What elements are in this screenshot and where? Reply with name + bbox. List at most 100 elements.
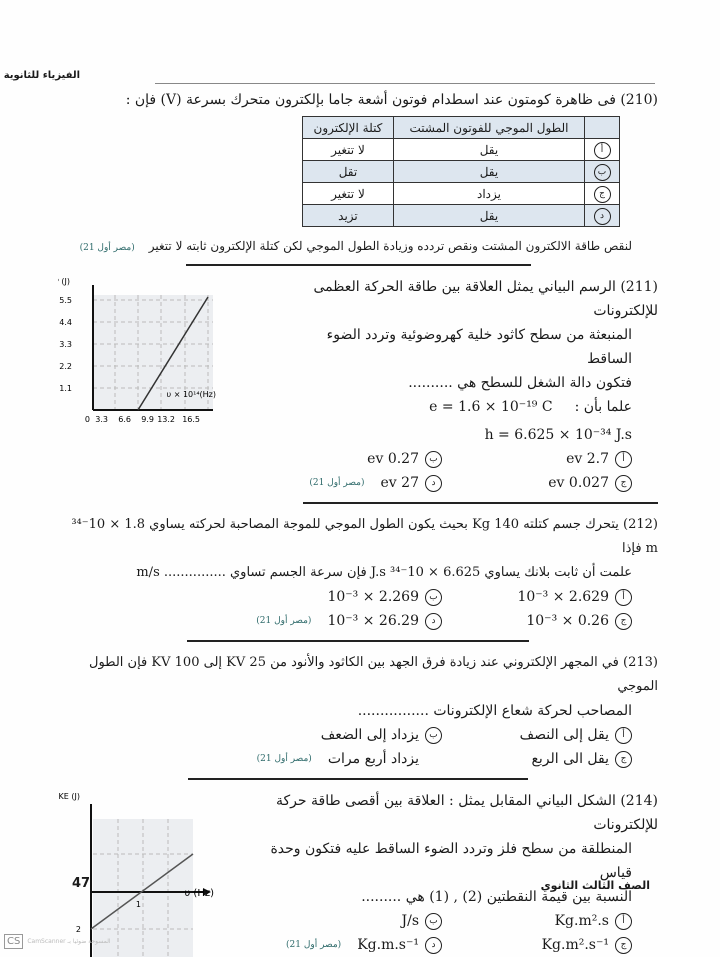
option-text: Kg.m².s⁻¹ xyxy=(541,937,609,953)
q213-line: المصاحب لحركة شعاع الإلكترونات .........… xyxy=(357,703,632,719)
option-marker: ب xyxy=(593,163,611,181)
point-1-label: 1 xyxy=(136,900,141,909)
q213-options: أ يقل إلى النصف ب يزداد إلى الضعف ج يقل الى… xyxy=(58,725,658,769)
x-axis-arrow xyxy=(203,888,211,896)
option-marker: أ xyxy=(615,450,632,468)
option-c[interactable]: ج 0.26 × 10⁻³ xyxy=(442,611,632,631)
option-marker: ج xyxy=(615,750,632,768)
option-text: 2.269 × 10⁻³ xyxy=(327,589,419,605)
q214-line: (214) الشكل البياني المقابل يمثل : العلا… xyxy=(276,793,658,833)
q213-line: (213) في المجهر الإلكتروني عند زيادة فرق… xyxy=(89,655,658,694)
x-tick: 16.5 xyxy=(182,415,200,424)
option-a[interactable]: أ يقل إلى النصف xyxy=(442,725,632,745)
option-d[interactable]: د 26.29 × 10⁻³ (مصر أول 21) xyxy=(58,611,442,631)
option-marker: ج xyxy=(593,185,611,203)
x-tick: 13.2 xyxy=(157,415,175,424)
given-e: e = 1.6 × 10⁻¹⁹ C xyxy=(429,399,553,415)
table-row: ج يزداد لا تتغير xyxy=(302,182,620,205)
source-tag: (مصر أول 21) xyxy=(286,940,342,950)
option-marker: أ xyxy=(593,141,611,159)
option-marker: د xyxy=(593,207,611,225)
source-tag: (مصر أول 21) xyxy=(256,754,312,764)
q211-text-column: (211) الرسم البياني يمثل العلاقة بين طاق… xyxy=(281,275,658,493)
separator xyxy=(185,264,531,266)
q211-line: المنبعثة من سطح كاثود خلية كهروضوئية وتر… xyxy=(326,327,632,367)
q210-note-row: لنقص طاقة الالكترون المشتت ونقص تردده وز… xyxy=(58,237,658,255)
source-tag: (مصر أول 21) xyxy=(256,616,312,626)
table-cell: يزداد xyxy=(392,182,586,205)
y-tick: 3.3 xyxy=(59,340,72,349)
option-b[interactable]: ب يزداد إلى الضعف xyxy=(58,725,442,745)
option-text: يقل الى الربع xyxy=(531,751,609,767)
q212-line: علمت أن ثابت بلانك يساوي 6.625 × 10⁻³⁴ J… xyxy=(136,565,632,580)
option-marker: د xyxy=(425,612,442,630)
table-row: ب يقل تقل xyxy=(302,160,620,183)
x-tick: 6.6 xyxy=(118,415,131,424)
q210-table: الطول الموجي للفوتون المشتت كتلة الإلكترو… xyxy=(302,116,620,227)
option-d[interactable]: د Kg.m.s⁻¹ (مصر أول 21) xyxy=(261,935,442,955)
x-axis-label: υ (Hz) xyxy=(184,888,214,899)
y-axis-label: KE (J) xyxy=(59,792,80,801)
option-a[interactable]: أ 2.629 × 10⁻³ xyxy=(442,587,632,607)
option-text: 0.26 × 10⁻³ xyxy=(526,613,609,629)
separator xyxy=(187,640,529,642)
option-marker: أ xyxy=(615,588,632,606)
option-marker: د xyxy=(425,474,442,492)
option-b[interactable]: ب 2.269 × 10⁻³ xyxy=(58,587,442,607)
x-tick: 9.9 xyxy=(141,415,154,424)
table-cell: لا تتغير xyxy=(302,138,394,161)
separator xyxy=(188,778,528,780)
option-text: يزداد أربع مرات xyxy=(327,751,419,767)
option-text: Kg.m.s⁻¹ xyxy=(357,937,419,953)
q214-options: أ Kg.m².s ب J/s ج Kg.m².s⁻¹ د Kg.m.s⁻¹ (مصر أ… xyxy=(261,911,658,955)
table-header: الطول الموجي للفوتون المشتت xyxy=(392,116,586,139)
x-tick: 0 xyxy=(85,415,90,424)
source-tag: (مصر أول 21) xyxy=(309,478,365,488)
separator xyxy=(303,502,658,504)
y-tick: 1.1 xyxy=(59,384,72,393)
question-211: (211) الرسم البياني يمثل العلاقة بين طاق… xyxy=(58,275,658,493)
y-tick: 4.4 xyxy=(59,318,72,327)
q212-options: أ 2.629 × 10⁻³ ب 2.269 × 10⁻³ ج 0.26 × 10⁻³… xyxy=(58,587,658,631)
option-marker: ب xyxy=(425,726,442,744)
q214-line: المنطلقة من سطح فلز وتردد الضوء الساقط ع… xyxy=(270,841,632,881)
option-marker: أ xyxy=(615,912,632,930)
q210-note: لنقص طاقة الالكترون المشتت ونقص تردده وز… xyxy=(148,239,632,253)
option-text: 2.7 ev xyxy=(566,451,609,467)
question-213: (213) في المجهر الإلكتروني عند زيادة فرق… xyxy=(58,651,658,769)
option-text: 27 ev xyxy=(380,475,419,491)
q214-text-column: (214) الشكل البياني المقابل يمثل : العلا… xyxy=(261,789,658,955)
watermark-text: CamScanner المسوحة ضوئيا بـ xyxy=(27,938,111,945)
option-text: 0.27 ev xyxy=(367,451,419,467)
option-text: Kg.m².s xyxy=(554,913,609,929)
option-marker: ب xyxy=(425,588,442,606)
table-header xyxy=(584,116,620,139)
option-c[interactable]: ج Kg.m².s⁻¹ xyxy=(442,935,632,955)
q211-line: (211) الرسم البياني يمثل العلاقة بين طاق… xyxy=(313,279,658,319)
option-marker: ج xyxy=(615,612,632,630)
header-rule xyxy=(155,83,655,84)
x-axis-label: υ × 10¹⁴(Hz) xyxy=(167,390,216,399)
page-content: (210) فى ظاهرة كومتون عند اسطدام فوتون أ… xyxy=(58,88,658,957)
camscanner-watermark: CS CamScanner المسوحة ضوئيا بـ xyxy=(4,934,111,949)
option-a[interactable]: أ Kg.m².s xyxy=(442,911,632,931)
option-c[interactable]: ج 0.027 ev xyxy=(442,473,632,493)
option-b[interactable]: ب J/s xyxy=(261,911,442,931)
option-d[interactable]: د 27 ev (مصر أول 21) xyxy=(281,473,442,493)
option-d[interactable]: يزداد أربع مرات (مصر أول 21) xyxy=(58,749,442,769)
graph-line xyxy=(137,296,209,411)
y-tick: 2.2 xyxy=(59,362,72,371)
question-212: (212) يتحرك جسم كتلته 140 Kg بحيث يكون ا… xyxy=(58,513,658,631)
graph-line xyxy=(90,853,194,930)
question-214: (214) الشكل البياني المقابل يمثل : العلا… xyxy=(58,789,658,957)
table-row: أ يقل لا تتغير xyxy=(302,138,620,161)
option-a[interactable]: أ 2.7 ev xyxy=(442,449,632,469)
option-text: J/s xyxy=(401,913,419,929)
option-marker: ج xyxy=(615,936,632,954)
option-b[interactable]: ب 0.27 ev xyxy=(281,449,442,469)
option-c[interactable]: ج يقل الى الربع xyxy=(442,749,632,769)
option-text: 0.027 ev xyxy=(548,475,609,491)
source-tag: (مصر أول 21) xyxy=(79,243,135,253)
option-marker: ج xyxy=(615,474,632,492)
